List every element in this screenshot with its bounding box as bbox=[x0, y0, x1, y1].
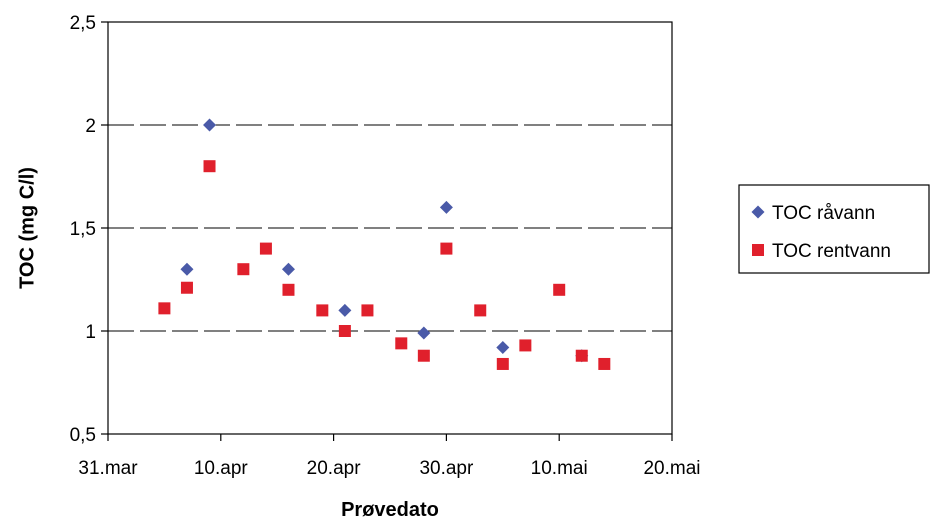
legend-box bbox=[738, 184, 930, 274]
raw-water-point bbox=[439, 200, 453, 214]
legend-label: TOC rentvann bbox=[772, 241, 891, 262]
clean-water-point bbox=[180, 281, 193, 294]
raw-water-point bbox=[338, 303, 352, 317]
clean-water-point bbox=[553, 283, 566, 296]
raw-water-point bbox=[496, 340, 510, 354]
x-axis-title: Prøvedato bbox=[341, 499, 439, 521]
legend-marker bbox=[752, 244, 764, 256]
y-tick-label: 1 bbox=[85, 322, 96, 343]
x-tick-label: 20.apr bbox=[307, 458, 362, 479]
x-tick-label: 10.mai bbox=[531, 458, 588, 479]
clean-water-point bbox=[395, 337, 408, 350]
clean-water-point bbox=[203, 160, 216, 173]
y-tick-label: 0,5 bbox=[70, 425, 96, 446]
y-axis: 0,5 1 1,5 2 2,5 bbox=[70, 13, 108, 446]
clean-water-point bbox=[496, 357, 509, 370]
clean-water-point bbox=[598, 357, 611, 370]
clean-water-point bbox=[158, 302, 171, 315]
y-tick-label: 2 bbox=[85, 116, 96, 137]
clean-water-point bbox=[361, 304, 374, 317]
gridlines bbox=[108, 124, 672, 332]
clean-water-point bbox=[474, 304, 487, 317]
legend-marker bbox=[751, 205, 765, 219]
y-tick-label: 2,5 bbox=[70, 13, 96, 34]
clean-water-point bbox=[259, 242, 272, 255]
x-axis: 31.mar 10.apr 20.apr 30.apr 10.mai 20.mai bbox=[78, 434, 701, 479]
raw-water-point bbox=[417, 326, 431, 340]
raw-water-point bbox=[281, 262, 295, 276]
clean-water-point bbox=[575, 349, 588, 362]
x-tick-label: 10.apr bbox=[194, 458, 249, 479]
clean-water-point bbox=[338, 325, 351, 337]
x-tick-label: 30.apr bbox=[419, 458, 474, 479]
clean-water-point bbox=[316, 304, 329, 317]
legend: TOC råvann TOC rentvann bbox=[738, 184, 930, 274]
clean-water-point bbox=[519, 339, 532, 352]
clean-water-point bbox=[417, 349, 430, 362]
clean-water-point bbox=[282, 283, 295, 296]
x-tick-label: 20.mai bbox=[643, 458, 700, 479]
raw-water-point bbox=[203, 118, 217, 132]
y-axis-title: TOC (mg C/l) bbox=[16, 167, 38, 289]
data-points bbox=[158, 118, 611, 370]
legend-label: TOC råvann bbox=[772, 203, 875, 224]
series-2 bbox=[158, 160, 611, 370]
series-1 bbox=[180, 118, 589, 363]
raw-water-point bbox=[180, 262, 194, 276]
clean-water-point bbox=[237, 263, 250, 276]
clean-water-point bbox=[440, 242, 453, 255]
x-tick-label: 31.mar bbox=[78, 458, 138, 479]
y-tick-label: 1,5 bbox=[70, 219, 96, 240]
